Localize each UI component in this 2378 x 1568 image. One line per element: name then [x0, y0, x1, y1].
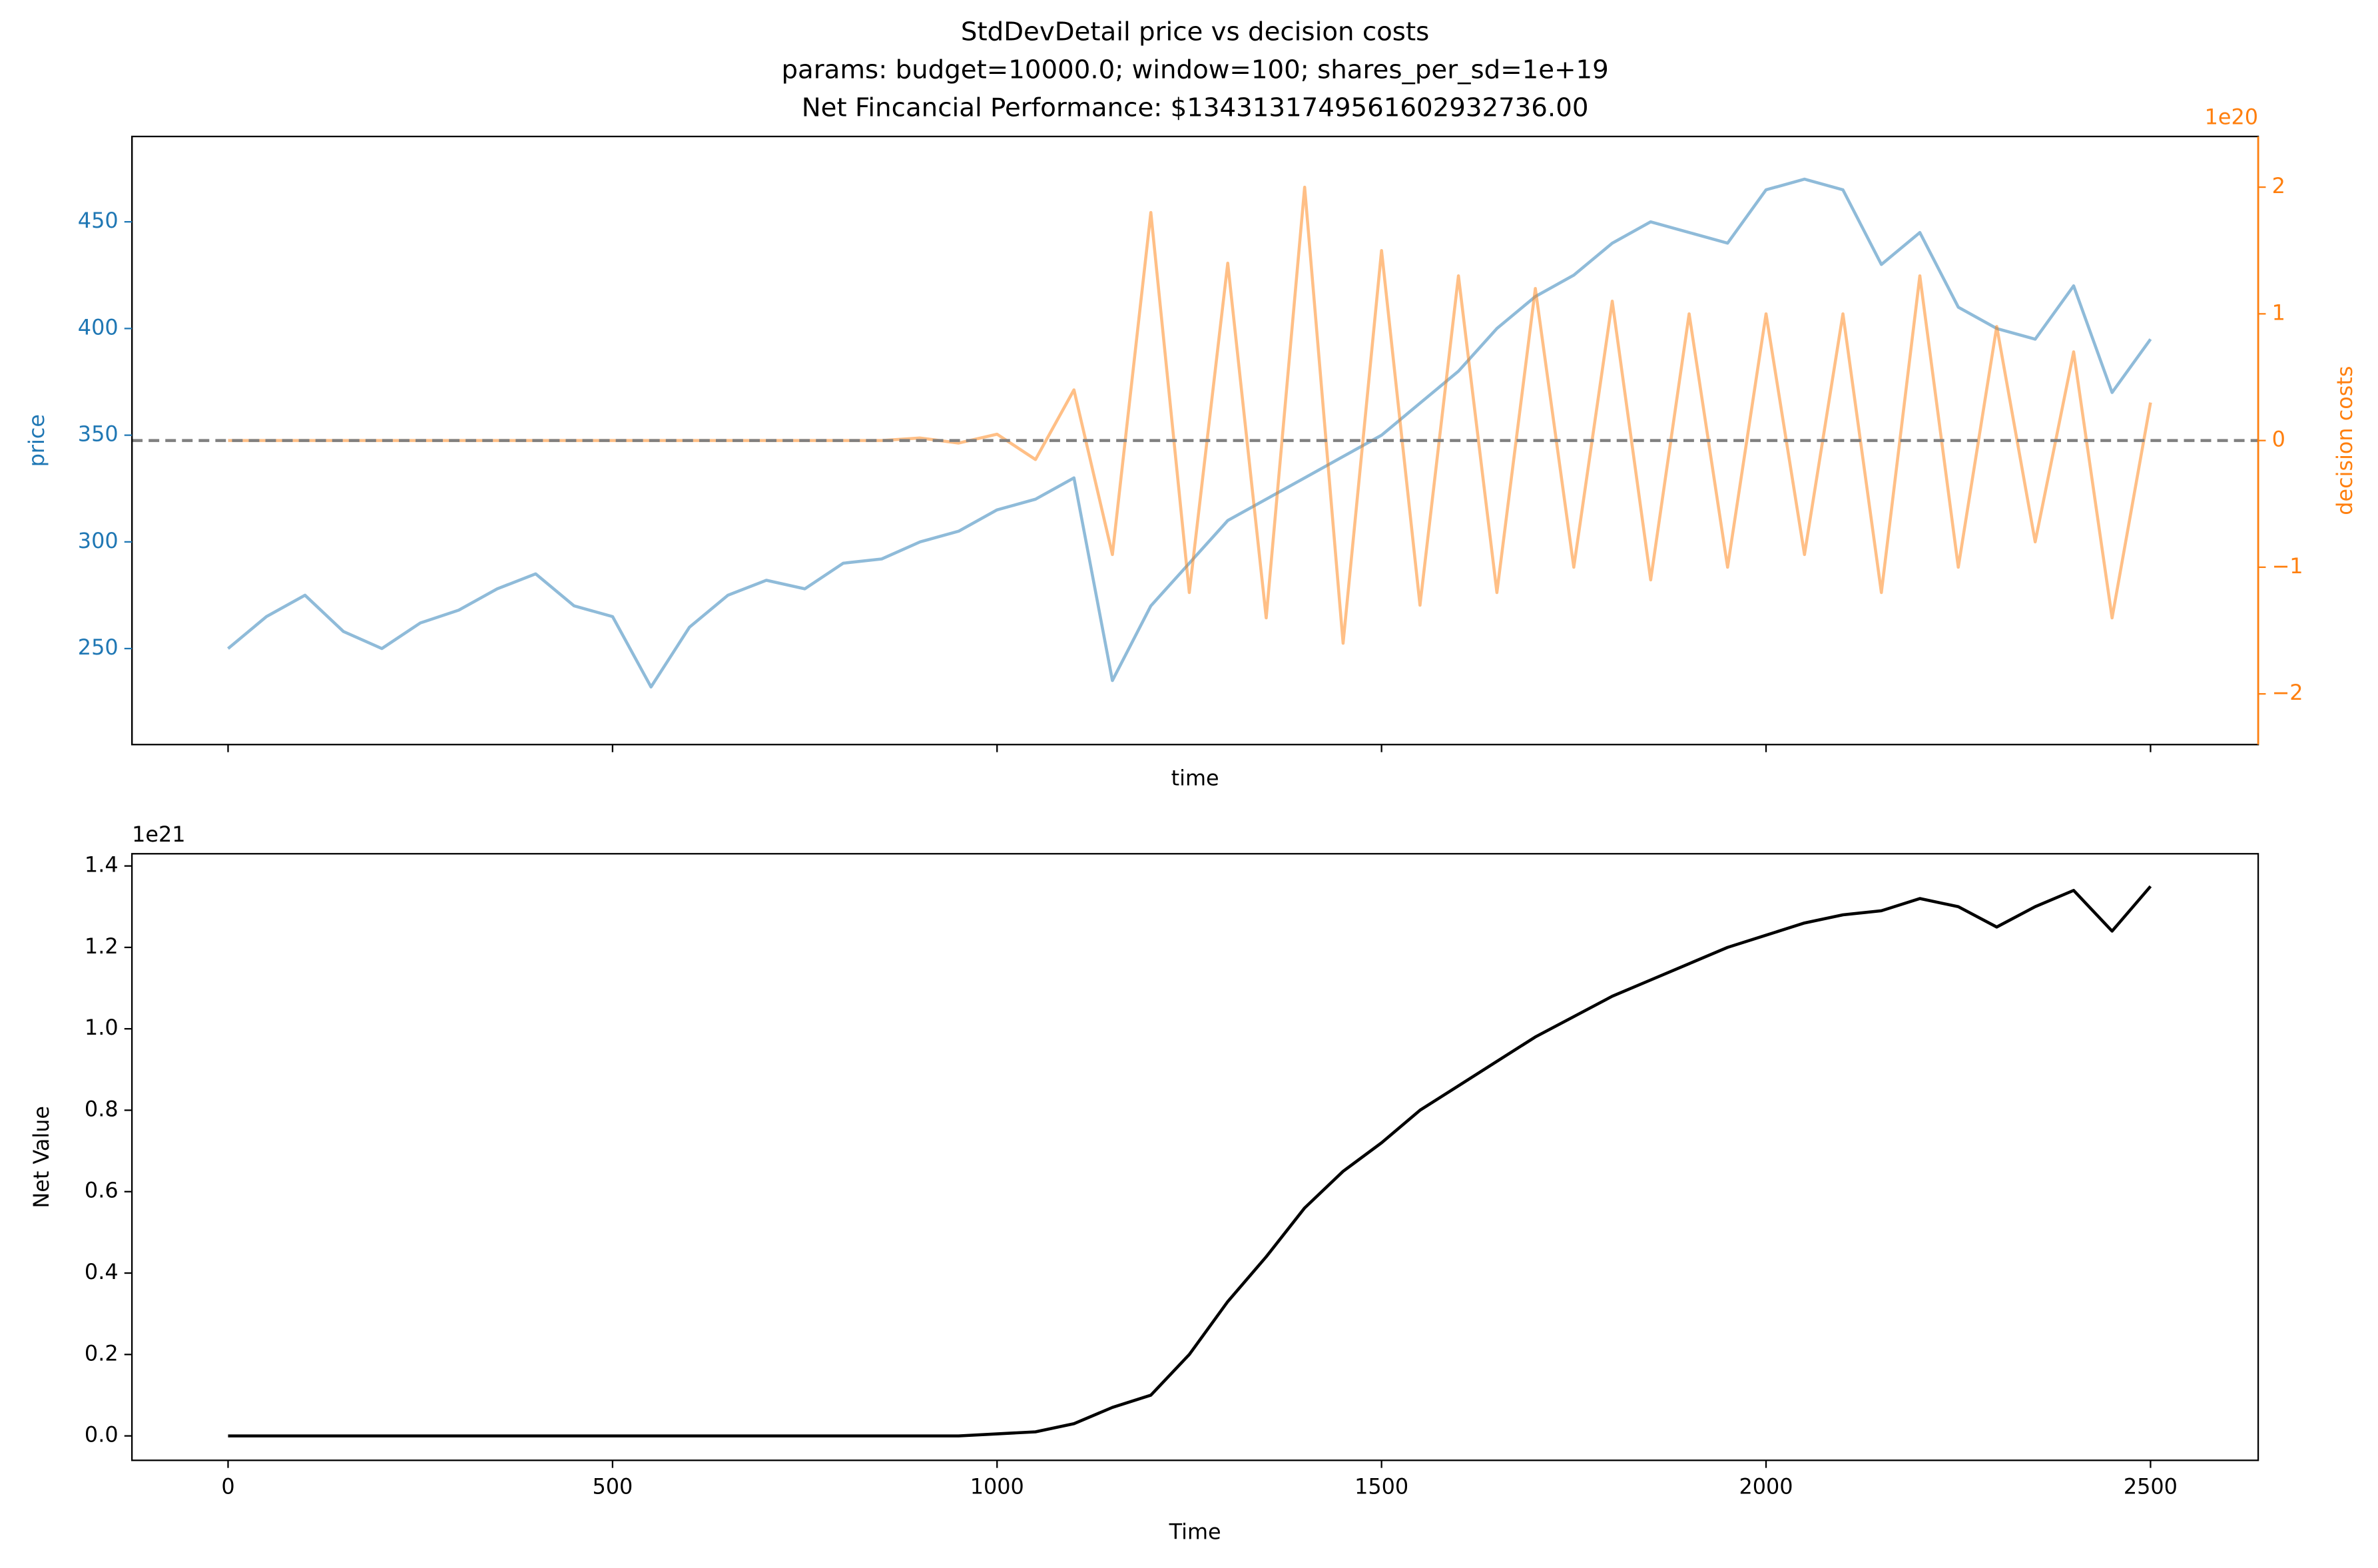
y-tick-label: 250: [78, 635, 119, 660]
data-line: [228, 185, 2152, 645]
y2-tick-label: −1: [2272, 553, 2303, 579]
data-line: [227, 177, 2152, 689]
y-tick-label: 0.6: [85, 1178, 119, 1203]
x-axis-label: time: [1171, 766, 1219, 791]
y-tick-label: 400: [78, 314, 119, 340]
y-tick-label: 350: [78, 421, 119, 447]
y2-tick-label: 0: [2272, 427, 2285, 452]
y-tick-label: 1.4: [85, 852, 119, 878]
x-tick-label: 2000: [1739, 1473, 1793, 1499]
y-tick-label: 0.8: [85, 1096, 119, 1121]
y2-offset-label: 1e20: [2205, 105, 2258, 130]
x-tick-label: 1500: [1354, 1473, 1408, 1499]
plot-frame: [131, 853, 2259, 1461]
y2-tick-label: 2: [2272, 173, 2285, 198]
y-tick-label: 1.2: [85, 933, 119, 959]
x-axis-label: Time: [1169, 1519, 1221, 1545]
x-tick-label: 0: [221, 1473, 234, 1499]
x-tick-label: 1000: [970, 1473, 1024, 1499]
chart-title: Net Fincancial Performance: $13431317495…: [802, 93, 1589, 123]
x-tick-label: 500: [592, 1473, 633, 1499]
y-tick-label: 0.0: [85, 1422, 119, 1447]
chart-title: StdDevDetail price vs decision costs: [961, 17, 1429, 47]
y-tick-label: 300: [78, 528, 119, 553]
y-axis-label: price: [24, 414, 49, 467]
y-tick-label: 450: [78, 208, 119, 233]
data-line: [228, 885, 2152, 1437]
y-axis-label: Net Value: [29, 1106, 54, 1208]
y2-axis-label: decision costs: [2332, 366, 2357, 515]
y-tick-label: 0.4: [85, 1259, 119, 1284]
y2-tick-label: −2: [2272, 680, 2303, 705]
chart-title: params: budget=10000.0; window=100; shar…: [781, 55, 1608, 85]
y-tick-label: 0.2: [85, 1340, 119, 1366]
y-tick-label: 1.0: [85, 1015, 119, 1040]
y2-tick-label: 1: [2272, 300, 2285, 325]
x-tick-label: 2500: [2124, 1473, 2178, 1499]
y-offset-label: 1e21: [132, 822, 185, 847]
